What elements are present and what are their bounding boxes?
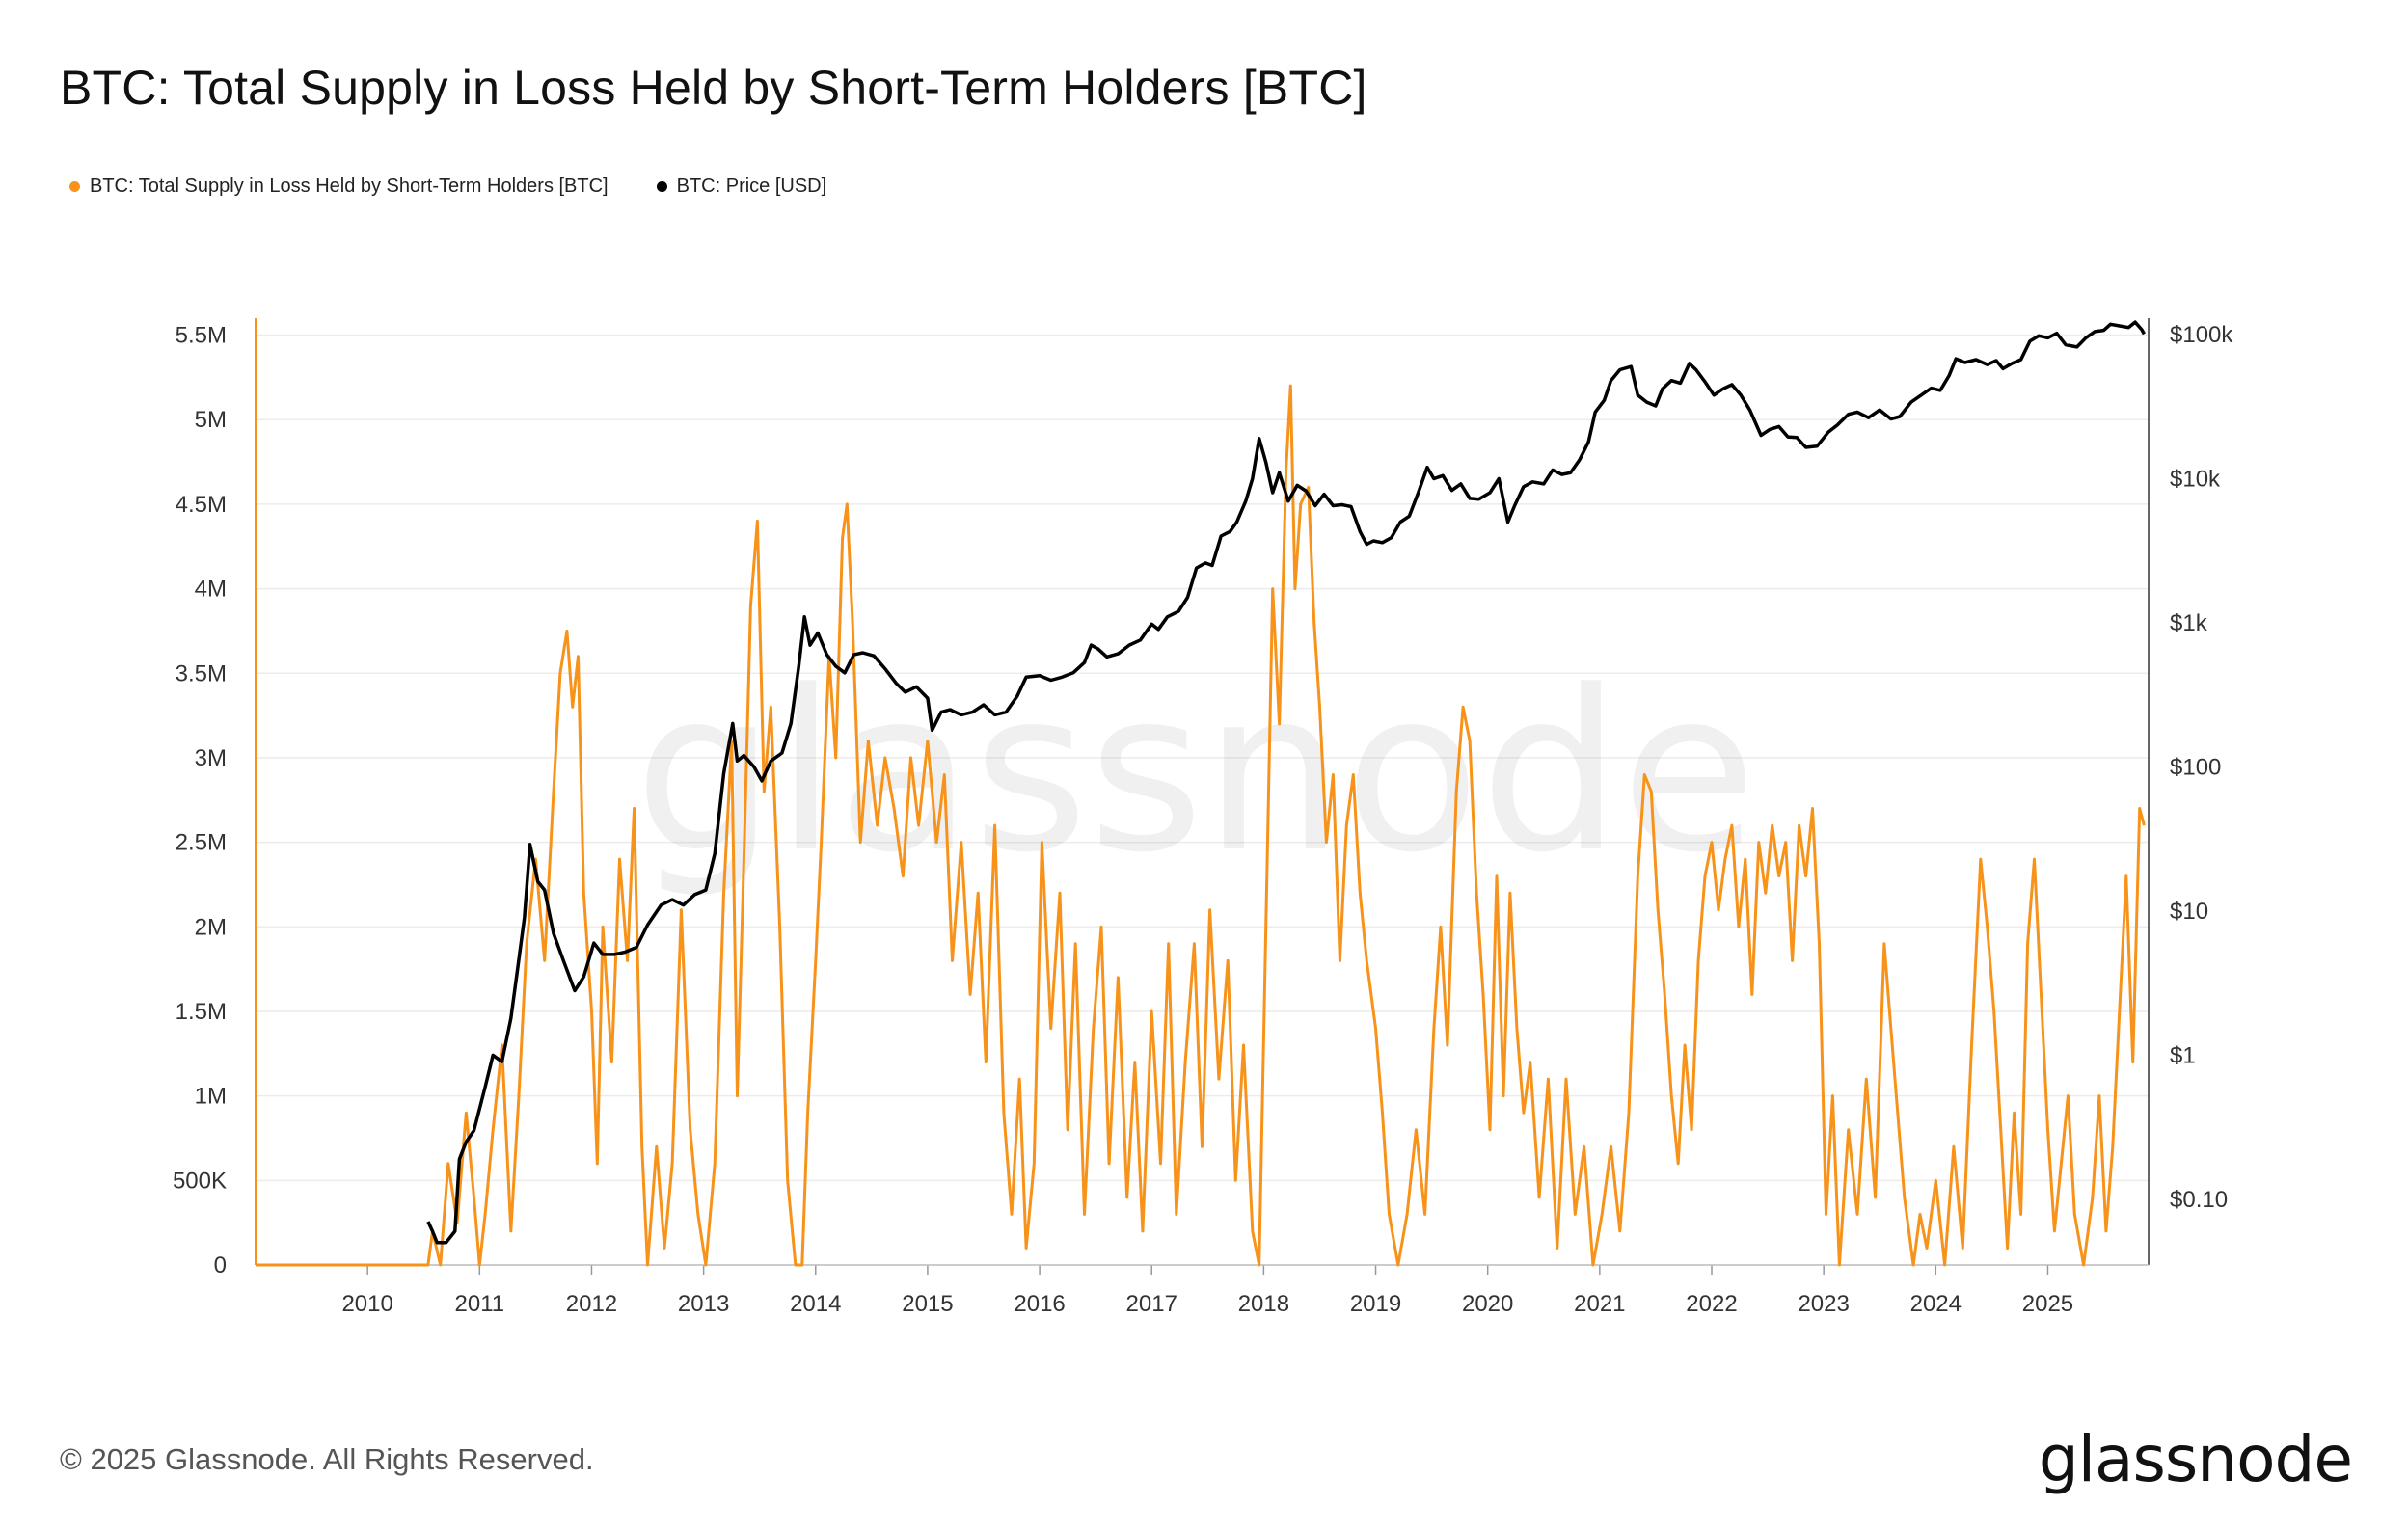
series-layer	[256, 320, 2146, 1267]
y-left-tick-label: 5.5M	[176, 323, 227, 349]
y-left-tick-label: 3.5M	[176, 660, 227, 686]
tick-labels: 0 500K 1M 1.5M 2M 2.5M 3M 3.5M 4M 4.5M 5M 5.5M 2010 2…	[173, 322, 2233, 1317]
y-left-tick-label: 5M	[195, 407, 227, 433]
y-left-tick-label: 2.5M	[176, 830, 227, 856]
y-right-tick-label: $0.10	[2170, 1187, 2228, 1213]
supply-in-loss-line	[256, 384, 2146, 1267]
x-tick-label: 2010	[341, 1291, 392, 1317]
x-tick-label: 2016	[1014, 1291, 1065, 1317]
y-left-tick-label: 4M	[195, 577, 227, 603]
y-right-tick-label: $100k	[2170, 322, 2233, 348]
x-tick-label: 2024	[1910, 1291, 1962, 1317]
watermark: glassnode	[635, 644, 1758, 901]
x-tick-label: 2013	[678, 1291, 729, 1317]
y-left-tick-label: 3M	[195, 745, 227, 771]
x-tick-label: 2011	[455, 1291, 505, 1317]
x-tick-label: 2012	[566, 1291, 617, 1317]
x-tick-label: 2018	[1238, 1291, 1289, 1317]
y-left-tick-label: 500K	[173, 1168, 227, 1194]
copyright-text: © 2025 Glassnode. All Rights Reserved.	[60, 1442, 594, 1476]
price-line	[426, 320, 2146, 1245]
x-tick-label: 2014	[790, 1291, 841, 1317]
legend-item-price[interactable]: BTC: Price [USD]	[656, 175, 827, 198]
x-tick-label: 2017	[1126, 1291, 1177, 1317]
axes	[255, 318, 2150, 1275]
y-left-tick-label: 1M	[195, 1084, 227, 1110]
x-tick-label: 2023	[1798, 1291, 1849, 1317]
chart-title: BTC: Total Supply in Loss Held by Short-…	[60, 61, 1367, 115]
legend-dot-orange	[69, 181, 80, 192]
glassnode-logo: glassnode	[2038, 1422, 2353, 1496]
legend-label-price: BTC: Price [USD]	[676, 175, 827, 197]
x-tick-label: 2022	[1686, 1291, 1737, 1317]
x-tick-label: 2015	[902, 1291, 953, 1317]
y-right-tick-label: $1k	[2170, 610, 2208, 636]
x-tick-label: 2021	[1574, 1291, 1625, 1317]
x-tick-label: 2019	[1350, 1291, 1401, 1317]
y-left-tick-label: 1.5M	[176, 999, 227, 1025]
legend-label-supply-in-loss: BTC: Total Supply in Loss Held by Short-…	[90, 175, 609, 197]
y-right-tick-label: $10k	[2170, 467, 2221, 493]
legend-dot-black	[656, 181, 667, 192]
legend-item-supply-in-loss[interactable]: BTC: Total Supply in Loss Held by Short-…	[69, 175, 609, 198]
gridlines	[256, 334, 2149, 1182]
x-tick-label: 2025	[2022, 1291, 2073, 1317]
y-right-tick-label: $100	[2170, 754, 2221, 780]
y-right-tick-label: $1	[2170, 1042, 2196, 1068]
y-left-tick-label: 4.5M	[176, 492, 227, 518]
x-tick-label: 2020	[1462, 1291, 1513, 1317]
y-right-tick-label: $10	[2170, 899, 2208, 925]
y-left-tick-label: 2M	[195, 914, 227, 940]
y-left-tick-label: 0	[214, 1252, 227, 1278]
chart-legend: BTC: Total Supply in Loss Held by Short-…	[69, 175, 826, 198]
